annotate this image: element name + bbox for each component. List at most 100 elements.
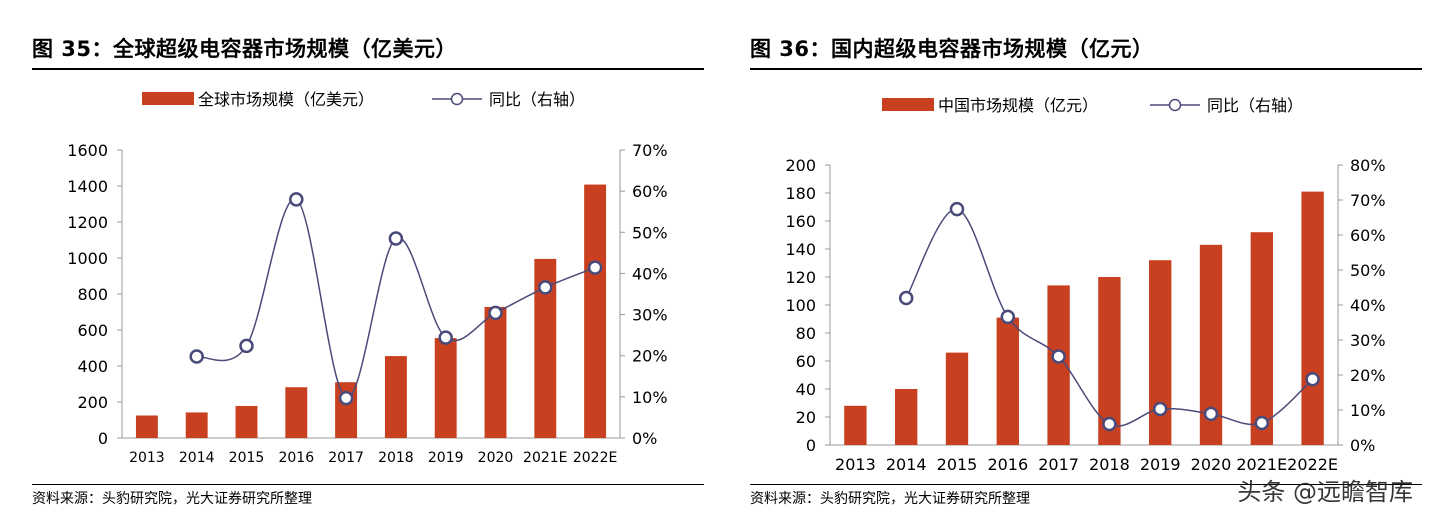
x-tick-label: 2022E (1287, 455, 1338, 474)
y-tick-label-left: 1400 (67, 177, 108, 196)
x-tick-label: 2014 (179, 450, 215, 466)
y-tick-label-right: 0% (632, 429, 657, 448)
bar (945, 352, 969, 445)
x-tick-label: 2016 (987, 455, 1028, 474)
y-tick-label-left: 1000 (67, 249, 108, 268)
y-tick-label-left: 120 (785, 268, 816, 287)
chart-source: 资料来源：头豹研究院，光大证券研究所整理 (750, 491, 1030, 507)
yoy-point (488, 305, 503, 321)
y-tick-label-left: 400 (77, 357, 108, 376)
bar (384, 356, 407, 438)
x-tick-label: 2016 (278, 450, 314, 466)
x-tick-label: 2021E (1236, 455, 1287, 474)
y-tick-label-right: 50% (1350, 261, 1386, 280)
y-tick-label-right: 30% (632, 306, 668, 325)
legend-bar-swatch (882, 98, 934, 111)
y-tick-label-left: 100 (785, 296, 816, 315)
yoy-point (1102, 416, 1117, 432)
chart-panel-domestic: 图 36：国内超级电容器市场规模（亿元） 中国市场规模（亿元） 同比（右轴） 0 20… (750, 0, 1422, 521)
y-tick-label-right: 40% (1350, 296, 1386, 315)
y-tick-label-left: 80 (796, 324, 816, 343)
y-tick-label-right: 20% (632, 347, 668, 366)
bar (434, 338, 457, 438)
x-tick-label: 2021E (523, 450, 567, 466)
title-rule (750, 68, 1422, 70)
y-tick-label-right: 60% (1350, 226, 1386, 245)
legend-bar-label: 中国市场规模（亿元） (938, 96, 1098, 115)
bar (185, 412, 208, 438)
x-tick-label: 2017 (328, 450, 364, 466)
y-tick-label-left: 140 (785, 240, 816, 259)
yoy-point (1305, 371, 1320, 387)
yoy-point (388, 231, 404, 246)
x-tick-label: 2018 (378, 450, 414, 466)
y-tick-label-left: 60 (796, 352, 816, 371)
y-tick-label-right: 10% (632, 388, 668, 407)
y-tick-label-left: 800 (77, 285, 108, 304)
y-tick-label-left: 180 (785, 184, 816, 203)
bar (895, 389, 918, 445)
yoy-point (438, 330, 453, 345)
chart-title: 图 36：国内超级电容器市场规模（亿元） (750, 37, 1154, 61)
y-tick-label-left: 160 (785, 212, 816, 231)
chart-title: 图 35：全球超级电容器市场规模（亿美元） (32, 37, 458, 61)
bar (135, 415, 158, 438)
bar (1199, 244, 1223, 445)
x-tick-label: 2013 (835, 455, 876, 474)
yoy-point (1203, 406, 1219, 422)
bar (1047, 285, 1070, 445)
x-tick-label: 2015 (229, 450, 265, 466)
x-tick-label: 2013 (129, 450, 165, 466)
yoy-point (338, 390, 354, 406)
yoy-point (538, 280, 553, 295)
bar (996, 317, 1019, 445)
y-tick-label-right: 70% (1350, 191, 1386, 210)
x-tick-label: 2015 (937, 455, 978, 474)
y-tick-label-right: 30% (1350, 331, 1386, 350)
title-rule (32, 68, 704, 70)
chart-plot-domestic: 中国市场规模（亿元） 同比（右轴） 0 20 40 60 80 100 120 140 160 180… (785, 96, 1386, 474)
x-tick-label: 2014 (886, 455, 927, 474)
yoy-point (898, 290, 914, 306)
bar (1250, 232, 1273, 445)
y-tick-label-left: 20 (796, 408, 816, 427)
bar (584, 184, 607, 438)
yoy-point (1152, 401, 1168, 417)
watermark: 头条 @远瞻智库 (1237, 478, 1413, 506)
y-tick-label-left: 1200 (67, 213, 108, 232)
legend-line-marker (1168, 98, 1182, 112)
yoy-point (1000, 309, 1016, 325)
yoy-point (239, 338, 254, 354)
y-tick-label-right: 60% (632, 182, 668, 201)
yoy-point (949, 201, 965, 217)
yoy-point (189, 349, 204, 364)
bar (1301, 191, 1324, 445)
y-tick-label-left: 40 (796, 380, 816, 399)
legend-bar-label: 全球市场规模（亿美元） (198, 90, 374, 109)
x-tick-label: 2019 (1140, 455, 1181, 474)
x-tick-label: 2017 (1038, 455, 1079, 474)
y-tick-label-left: 1600 (67, 141, 108, 160)
yoy-point (1051, 349, 1066, 364)
legend-line-label: 同比（右轴） (1207, 96, 1303, 115)
y-tick-label-left: 0 (98, 429, 108, 448)
chart-source: 资料来源：头豹研究院，光大证券研究所整理 (32, 491, 312, 507)
source-rule (32, 484, 704, 485)
legend-line-marker (450, 92, 464, 106)
y-tick-label-right: 10% (1350, 401, 1386, 420)
legend-bar-swatch (142, 92, 194, 105)
x-tick-label: 2022E (573, 450, 617, 466)
y-tick-label-right: 20% (1350, 366, 1386, 385)
y-tick-label-right: 0% (1350, 436, 1375, 455)
x-tick-label: 2019 (428, 450, 464, 466)
bar (1149, 260, 1172, 445)
legend-line-label: 同比（右轴） (489, 90, 585, 109)
y-tick-label-left: 200 (77, 393, 108, 412)
y-tick-label-right: 70% (632, 141, 668, 160)
bar (285, 387, 308, 438)
y-tick-label-left: 600 (77, 321, 108, 340)
bar (235, 405, 258, 438)
bar (844, 405, 867, 445)
yoy-line (196, 198, 596, 399)
chart-panel-global: 图 35：全球超级电容器市场规模（亿美元） 全球市场规模（亿美元） 同比（右轴） 0… (32, 0, 704, 521)
